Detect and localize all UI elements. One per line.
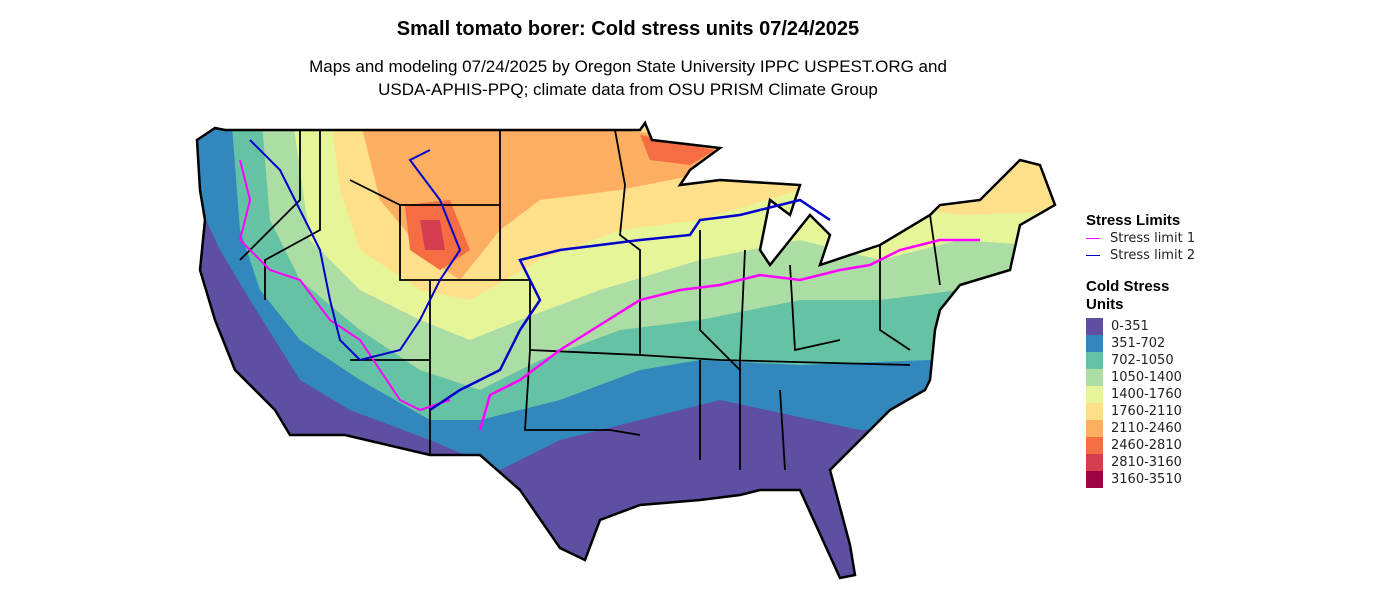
band-2810-3160 bbox=[420, 220, 445, 250]
legend-swatch bbox=[1086, 318, 1103, 335]
units-legend-item: 1400-1760 bbox=[1086, 386, 1206, 403]
legend-label: 702-1050 bbox=[1111, 353, 1174, 368]
legend-line-key bbox=[1086, 238, 1100, 239]
stress-limit-1-west bbox=[238, 159, 451, 412]
legend-swatch bbox=[1086, 386, 1103, 403]
subtitle-line-1: Maps and modeling 07/24/2025 by Oregon S… bbox=[309, 57, 947, 76]
units-legend-item: 351-702 bbox=[1086, 335, 1206, 352]
units-legend-item: 3160-3510 bbox=[1086, 471, 1206, 488]
legend-line-key bbox=[1086, 255, 1100, 256]
units-legend-item: 702-1050 bbox=[1086, 352, 1206, 369]
legend-swatch bbox=[1086, 403, 1103, 420]
subtitle-line-2: USDA-APHIS-PPQ; climate data from OSU PR… bbox=[378, 80, 878, 99]
units-legend-item: 2460-2810 bbox=[1086, 437, 1206, 454]
legend-swatch bbox=[1086, 369, 1103, 386]
units-legend-item: 1760-2110 bbox=[1086, 403, 1206, 420]
cold-stress-legend-title: Cold Stress Units bbox=[1086, 278, 1170, 313]
legend-swatch bbox=[1086, 335, 1103, 352]
map-title: Small tomato borer: Cold stress units 07… bbox=[396, 18, 860, 40]
legend-swatch bbox=[1086, 420, 1103, 437]
stress-limits-legend-title: Stress Limits bbox=[1086, 212, 1181, 229]
map-subtitle: Maps and modeling 07/24/2025 by Oregon S… bbox=[0, 55, 1256, 101]
legend-label: 1050-1400 bbox=[1111, 370, 1182, 385]
legend-swatch bbox=[1086, 454, 1103, 471]
legend-label: Stress limit 1 bbox=[1110, 231, 1196, 246]
legend-label: 1400-1760 bbox=[1111, 387, 1182, 402]
stress-limit-1-line bbox=[478, 238, 980, 431]
map-legend: Stress Limits Stress limit 1 Stress limit… bbox=[1086, 212, 1206, 488]
legend-swatch bbox=[1086, 352, 1103, 369]
legend-label: 351-702 bbox=[1111, 336, 1166, 351]
stress-legend-item: Stress limit 1 bbox=[1086, 230, 1206, 247]
legend-label: 2110-2460 bbox=[1111, 421, 1182, 436]
legend-label: Stress limit 2 bbox=[1110, 248, 1196, 263]
stress-limit-2-line bbox=[429, 198, 831, 412]
units-legend-item: 2810-3160 bbox=[1086, 454, 1206, 471]
state-borders bbox=[239, 129, 941, 471]
legend-swatch bbox=[1086, 471, 1103, 488]
legend-label: 2460-2810 bbox=[1111, 438, 1182, 453]
legend-label: 2810-3160 bbox=[1111, 455, 1182, 470]
legend-label: 1760-2110 bbox=[1111, 404, 1182, 419]
legend-label: 3160-3510 bbox=[1111, 472, 1182, 487]
units-legend-item: 0-351 bbox=[1086, 318, 1206, 335]
stress-limit-2-west bbox=[249, 139, 462, 362]
units-legend-item: 1050-1400 bbox=[1086, 369, 1206, 386]
legend-label: 0-351 bbox=[1111, 319, 1149, 334]
band-2460-2810-mn bbox=[640, 135, 715, 165]
stress-legend-item: Stress limit 2 bbox=[1086, 247, 1206, 264]
cold-stress-raster bbox=[197, 123, 1055, 578]
units-legend-item: 2110-2460 bbox=[1086, 420, 1206, 437]
legend-swatch bbox=[1086, 437, 1103, 454]
